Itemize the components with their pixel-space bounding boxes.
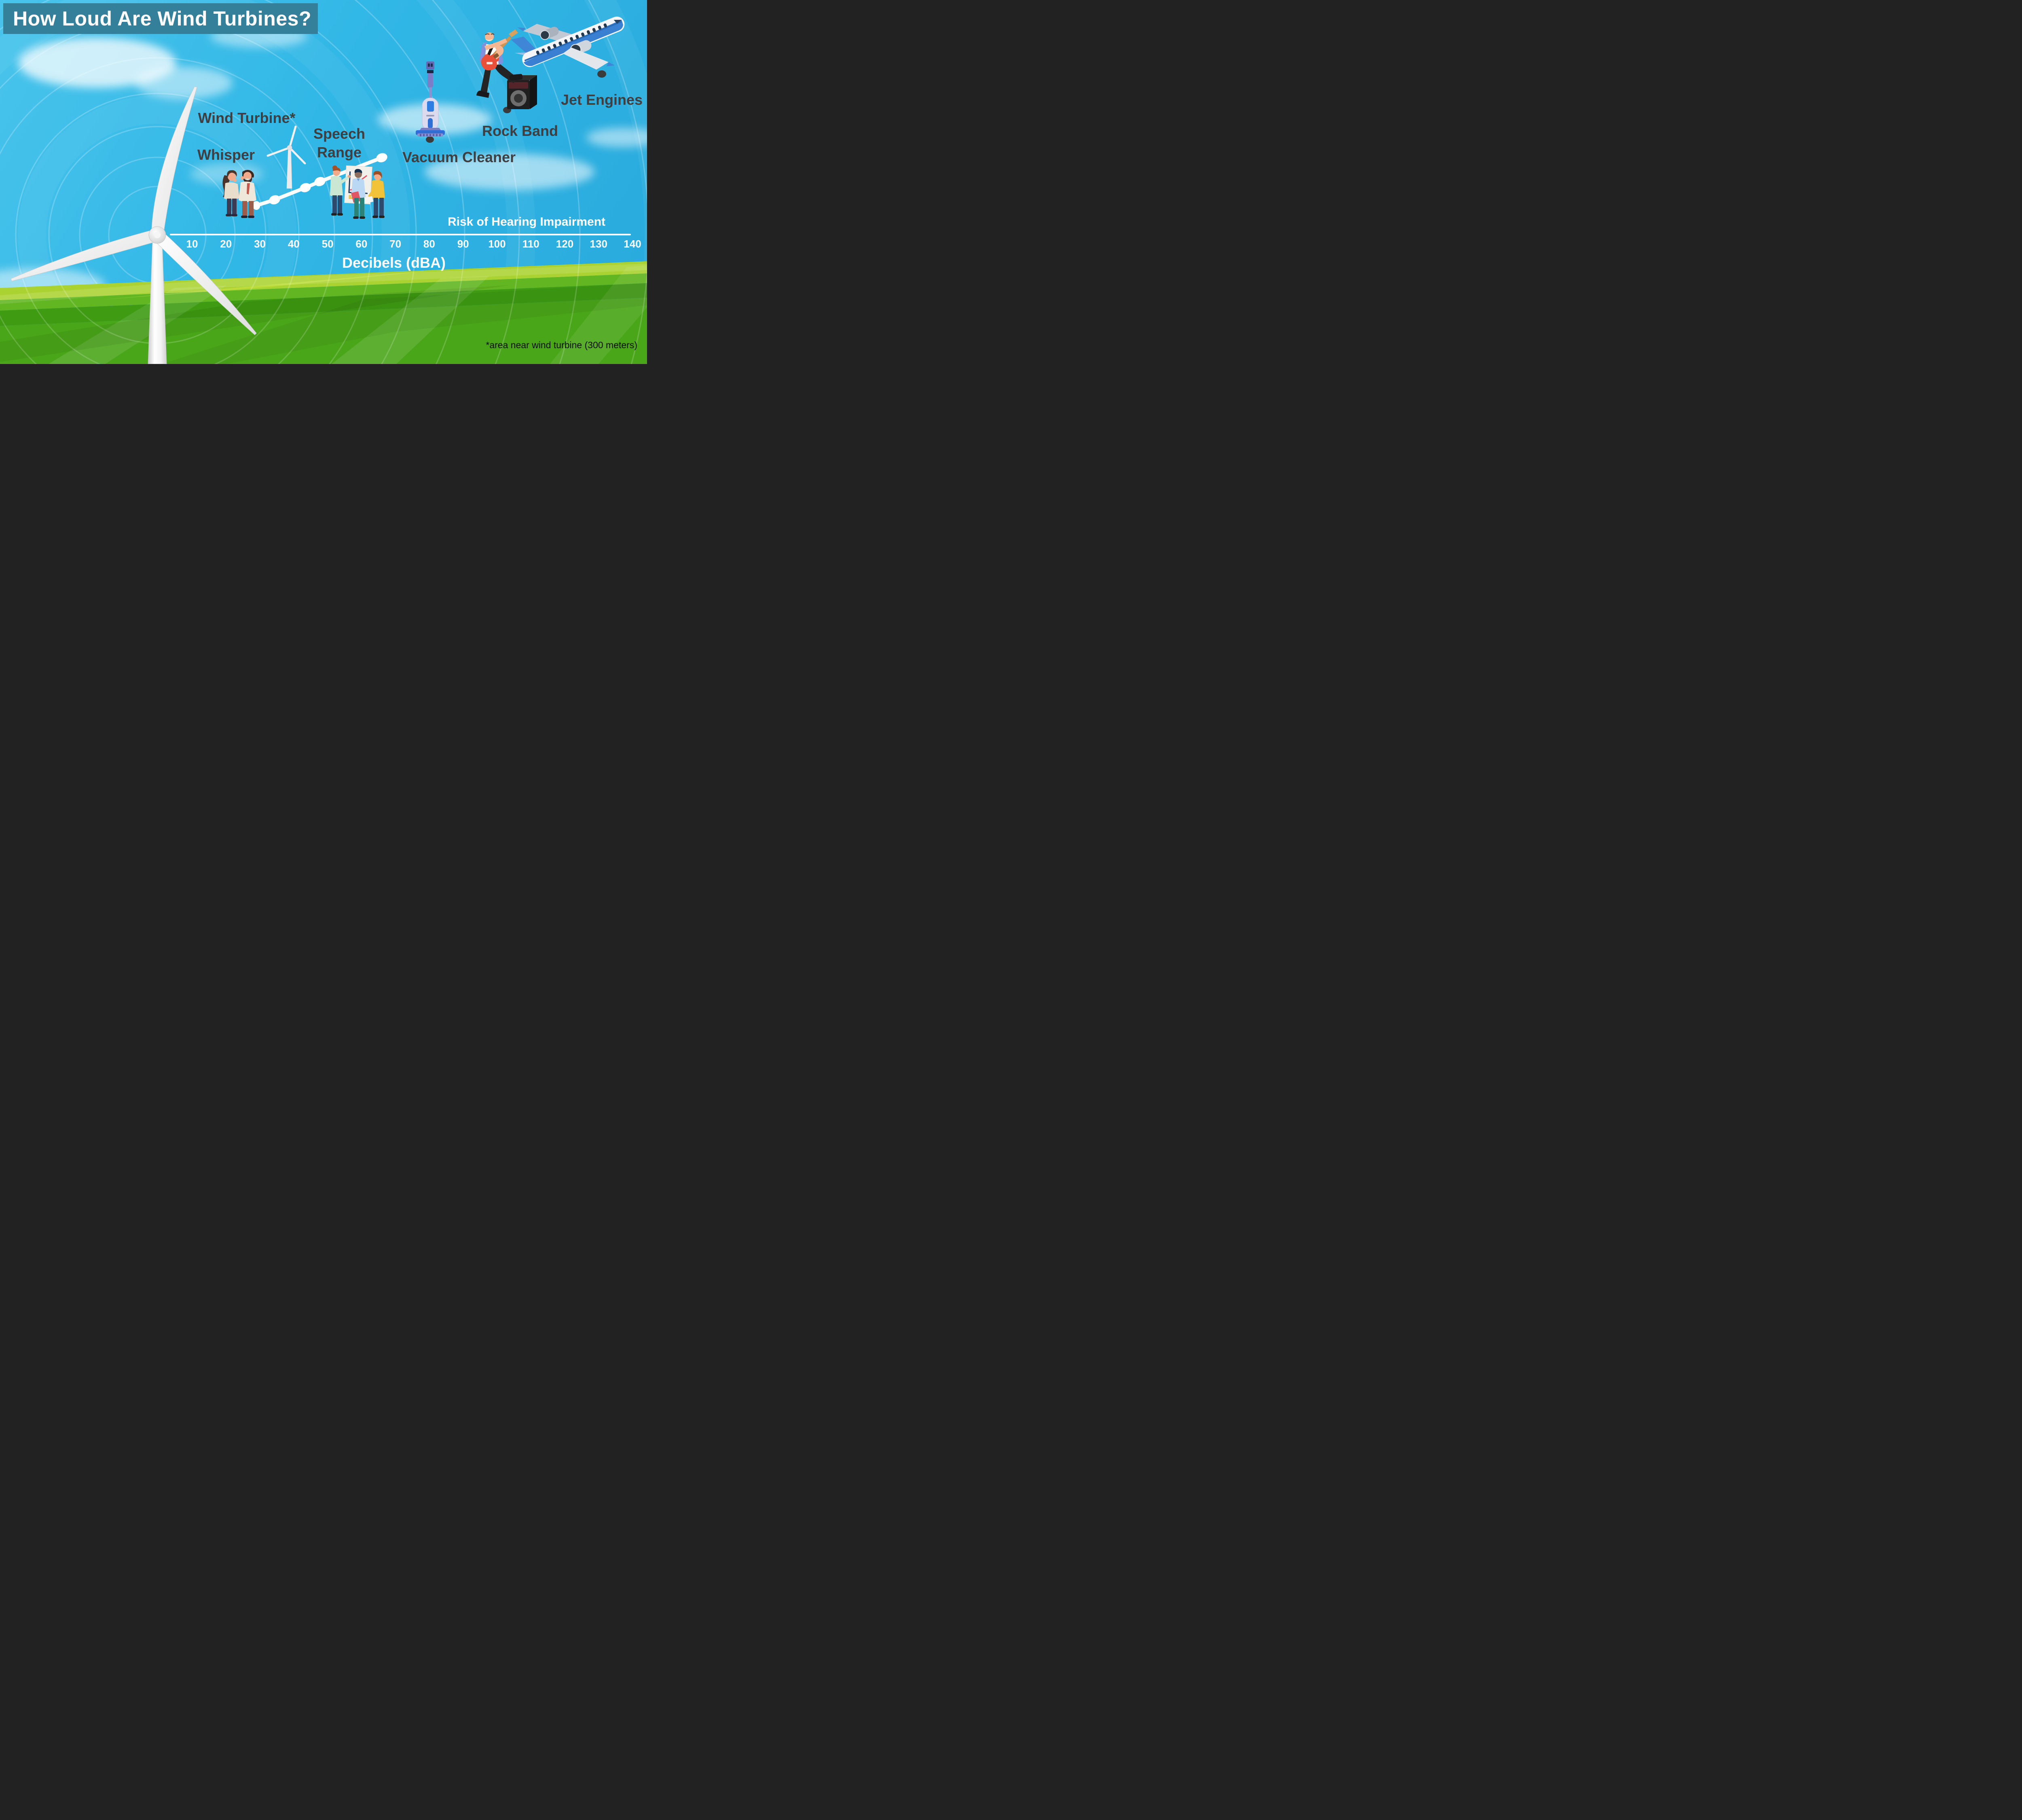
guitarist-amp-icon	[476, 30, 537, 109]
axis-tick-30: 30	[254, 238, 266, 250]
axis-tick-90: 90	[457, 238, 469, 250]
axis-tick-70: 70	[389, 238, 402, 250]
big-wind-turbine-icon	[11, 86, 257, 364]
label-speech-line1: Speech	[313, 125, 366, 142]
axis-tick-100: 100	[488, 238, 506, 250]
axis-tick-40: 40	[288, 238, 300, 250]
label-jet-engines: Jet Engines	[560, 91, 643, 108]
label-whisper: Whisper	[197, 146, 255, 163]
point-whisper	[252, 201, 260, 210]
axis-tick-10: 10	[186, 238, 198, 250]
risk-of-hearing-label: Risk of Hearing Impairment	[447, 215, 606, 229]
title-banner: How Loud Are Wind Turbines?	[3, 3, 318, 34]
axis-tick-20: 20	[220, 238, 232, 250]
background-art	[0, 0, 647, 364]
axis-tick-140: 140	[624, 238, 641, 250]
label-vacuum-cleaner: Vacuum Cleaner	[402, 149, 516, 165]
point-vacuum	[426, 136, 434, 143]
axis-tick-60: 60	[355, 238, 368, 250]
axis-tick-80: 80	[423, 238, 435, 250]
footnote: *area near wind turbine (300 meters)	[486, 340, 637, 350]
people-presentation-icon	[330, 165, 385, 219]
small-wind-turbine-icon	[266, 125, 306, 189]
progression-line	[252, 153, 387, 210]
decibel-axis-line	[170, 234, 631, 235]
jet-airplane-icon	[511, 17, 625, 70]
axis-tick-110: 110	[522, 238, 539, 250]
vacuum-cleaner-icon	[416, 61, 445, 137]
point-mid-1	[269, 195, 280, 205]
guitarist	[476, 30, 523, 98]
whispering-people-icon	[222, 170, 256, 218]
infographic-canvas: How Loud Are Wind Turbines? 10 20 30 40 50 60…	[0, 0, 647, 364]
label-speech-line2: Range	[317, 144, 362, 161]
label-wind-turbine: Wind Turbine*	[198, 110, 296, 126]
grass-field	[0, 261, 647, 364]
point-speech-start	[314, 177, 326, 186]
page-title: How Loud Are Wind Turbines?	[13, 7, 311, 30]
point-jet-engines	[597, 70, 606, 78]
axis-tick-120: 120	[556, 238, 574, 250]
axis-tick-50: 50	[321, 238, 334, 250]
axis-tick-130: 130	[590, 238, 607, 250]
point-speech-end	[376, 153, 387, 163]
point-wind-turbine	[300, 183, 311, 193]
axis-unit-label: Decibels (dBA)	[342, 254, 446, 271]
label-rock-band: Rock Band	[482, 123, 558, 139]
label-speech-range: Speech Range	[313, 125, 365, 162]
